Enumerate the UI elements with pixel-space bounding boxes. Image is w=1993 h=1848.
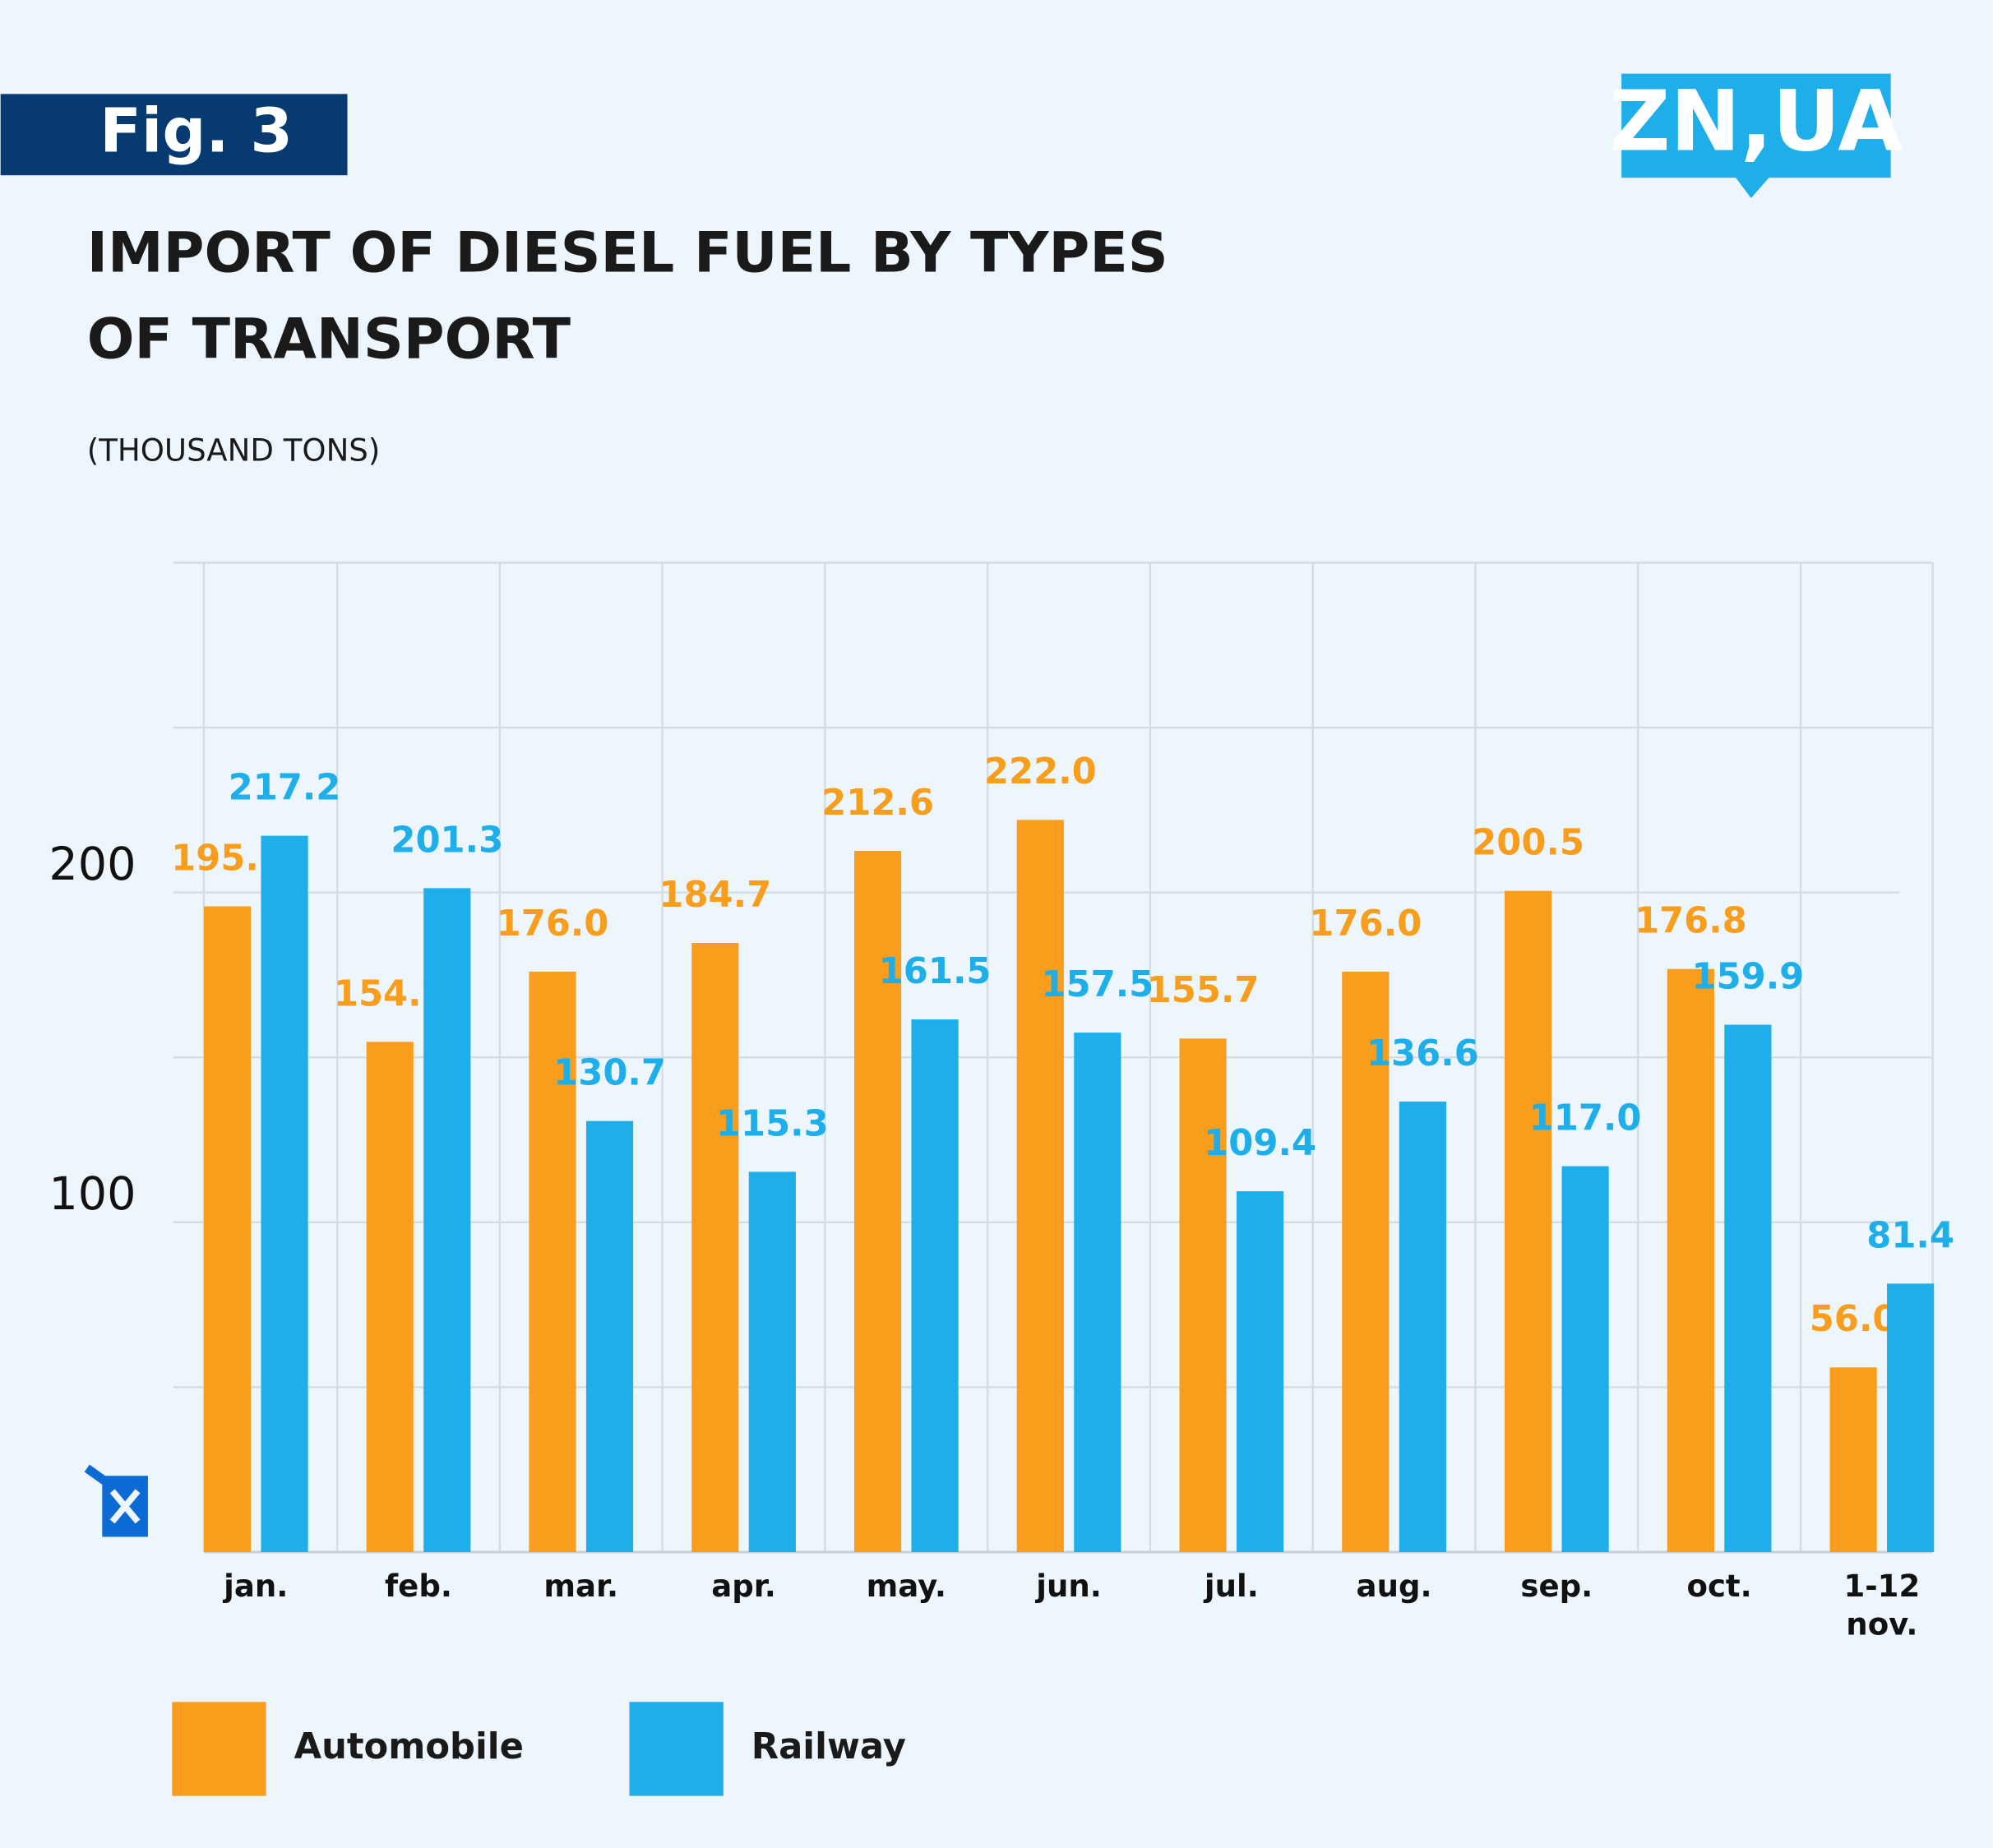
x-tick-label: apr. xyxy=(711,1568,776,1605)
value-label: 115.3 xyxy=(716,1103,829,1144)
bar xyxy=(1237,1191,1284,1553)
bar xyxy=(203,906,252,1553)
x-tick-label-box: jun. xyxy=(1036,1568,1102,1605)
value-label: 184.7 xyxy=(659,875,771,916)
bar xyxy=(691,943,739,1553)
value-label: 130.7 xyxy=(553,1053,666,1094)
bar xyxy=(1399,1101,1446,1553)
bar xyxy=(1667,968,1714,1553)
value-label: 212.6 xyxy=(821,783,934,824)
value-label: 200.5 xyxy=(1472,823,1584,864)
bar xyxy=(1505,890,1552,1553)
legend-swatch xyxy=(172,1702,266,1796)
value-label: 117.0 xyxy=(1529,1097,1642,1139)
title: OF TRANSPORT xyxy=(87,307,571,372)
bar xyxy=(1179,1038,1227,1553)
x-tick-label-box: sep. xyxy=(1520,1568,1593,1605)
legend-label: Automobile xyxy=(294,1726,524,1767)
x-tick-label-box: apr. xyxy=(711,1568,776,1605)
x-tick-label: 1-12 nov. xyxy=(1843,1568,1921,1642)
x-tick-label-box: jul. xyxy=(1204,1568,1259,1605)
x-tick-label: jul. xyxy=(1204,1568,1259,1605)
badge: Fig. 3 xyxy=(99,95,293,166)
bar xyxy=(748,1171,796,1553)
value-label: 109.4 xyxy=(1204,1123,1316,1164)
value-label: 56.0 xyxy=(1810,1299,1898,1340)
badge-box xyxy=(0,94,348,176)
x-tick-label: sep. xyxy=(1520,1568,1593,1605)
bar xyxy=(585,1120,634,1553)
bar xyxy=(1016,820,1064,1553)
bar xyxy=(529,971,576,1553)
value-label: 136.6 xyxy=(1366,1033,1479,1074)
bar xyxy=(1829,1367,1877,1553)
value-label: 155.7 xyxy=(1147,970,1260,1011)
x-tick-label-box: mar. xyxy=(543,1568,619,1605)
y-tick-label: 200 xyxy=(49,838,136,891)
x-tick-label: may. xyxy=(866,1568,946,1605)
bar xyxy=(1342,971,1390,1553)
value-label: 157.5 xyxy=(1041,964,1154,1005)
bar xyxy=(366,1042,414,1553)
x-tick-label: oct. xyxy=(1686,1568,1752,1605)
bar xyxy=(1561,1166,1609,1553)
x-tick-label: feb. xyxy=(385,1568,452,1605)
value-label: 217.2 xyxy=(229,768,341,809)
bar xyxy=(1887,1283,1935,1553)
x-tick-label-box: feb. xyxy=(385,1568,452,1605)
value-label: 201.3 xyxy=(391,820,503,861)
value-label: 81.4 xyxy=(1866,1215,1954,1256)
x-tick-label-box: 1-12 nov. xyxy=(1843,1568,1921,1642)
value-label: 176.8 xyxy=(1635,901,1747,942)
legend-label: Railway xyxy=(751,1726,906,1767)
y-tick-label: 100 xyxy=(49,1167,136,1221)
legend-swatch xyxy=(629,1702,724,1796)
value-label: 222.0 xyxy=(984,751,1097,792)
x-tick-label: jun. xyxy=(1036,1568,1102,1605)
x-tick-label: mar. xyxy=(543,1568,619,1605)
value-label: 176.0 xyxy=(1309,903,1422,945)
bar xyxy=(261,835,308,1553)
value-label: 161.5 xyxy=(879,951,992,992)
logo-box xyxy=(1621,73,1891,199)
logo: ZN,UA xyxy=(1610,72,1903,170)
title: IMPORT OF DIESEL FUEL BY TYPES xyxy=(87,221,1168,286)
bar xyxy=(1724,1024,1772,1553)
subtitle: (THOUSAND TONS) xyxy=(87,433,381,469)
fuel-icon xyxy=(84,1464,148,1537)
value-label: 176.0 xyxy=(497,903,609,945)
value-label: 159.9 xyxy=(1691,956,1804,997)
x-tick-label-box: oct. xyxy=(1686,1568,1752,1605)
bar xyxy=(853,851,902,1553)
bar xyxy=(423,888,471,1553)
x-tick-label-box: aug. xyxy=(1356,1568,1432,1605)
bar xyxy=(911,1019,959,1553)
bar xyxy=(1074,1033,1121,1553)
x-tick-label: aug. xyxy=(1356,1568,1432,1605)
x-tick-label: jan. xyxy=(224,1568,289,1605)
x-tick-label-box: may. xyxy=(866,1568,946,1605)
x-tick-label-box: jan. xyxy=(224,1568,289,1605)
